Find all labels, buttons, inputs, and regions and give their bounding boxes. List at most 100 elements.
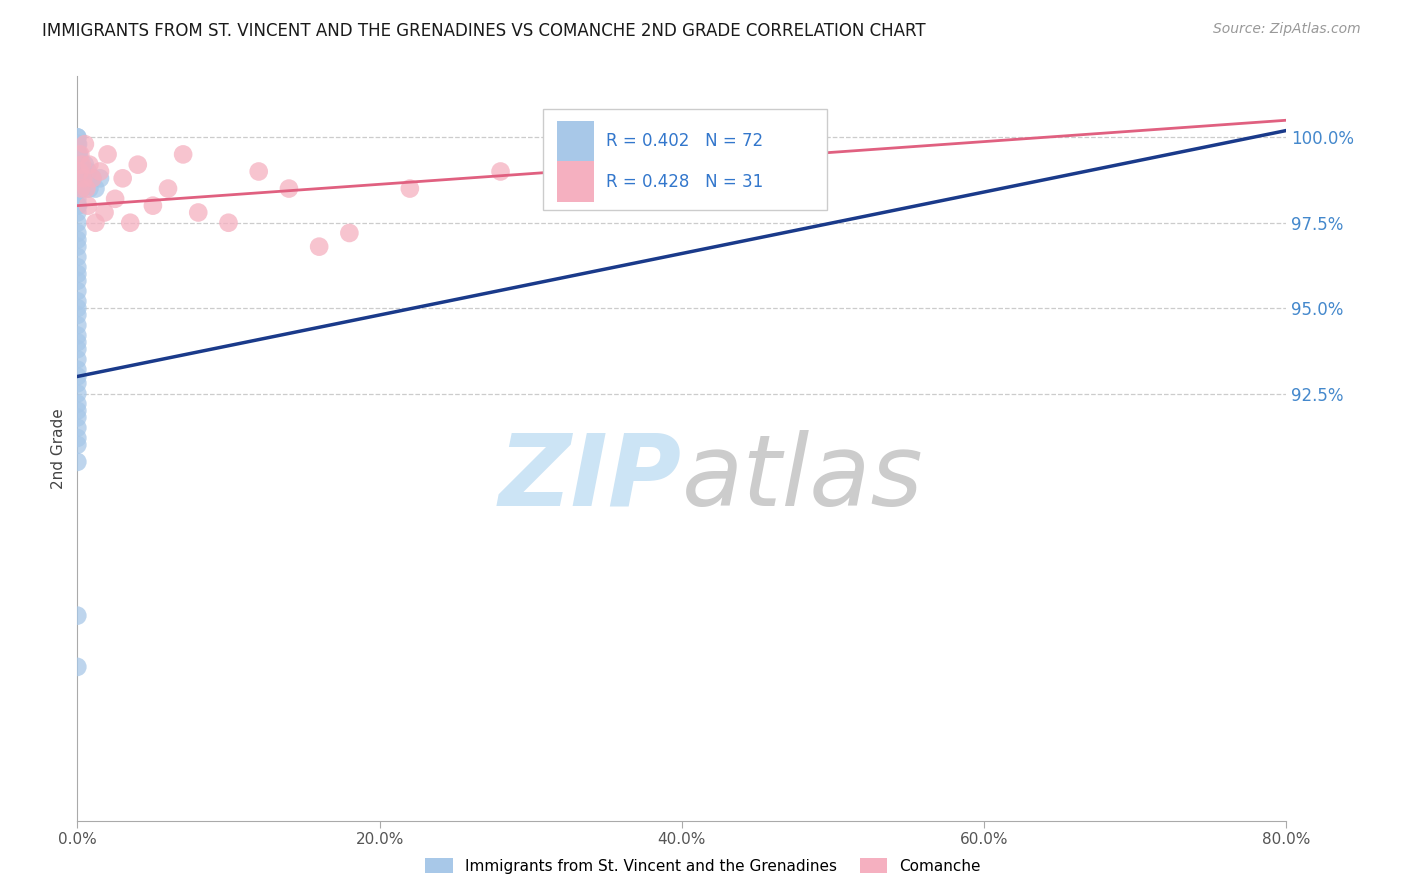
Point xyxy=(73,137,96,152)
Point xyxy=(67,147,90,161)
Point xyxy=(66,192,89,206)
Point xyxy=(66,267,89,281)
Point xyxy=(72,164,94,178)
Point xyxy=(67,158,90,172)
Point xyxy=(84,181,107,195)
Point xyxy=(66,216,89,230)
Point xyxy=(104,192,127,206)
Point xyxy=(111,171,134,186)
Point xyxy=(67,164,90,178)
Point xyxy=(595,158,617,172)
Point xyxy=(66,240,89,254)
Bar xyxy=(557,120,593,161)
Point xyxy=(66,328,89,343)
Point xyxy=(96,147,118,161)
Point xyxy=(67,171,90,186)
Point xyxy=(69,164,91,178)
Point xyxy=(66,362,89,376)
Point xyxy=(67,158,90,172)
Point xyxy=(67,181,90,195)
Point xyxy=(67,171,90,186)
Point xyxy=(66,438,89,452)
Point xyxy=(66,144,89,158)
Point xyxy=(66,164,89,178)
Point xyxy=(72,171,94,186)
Point xyxy=(89,171,111,186)
Point xyxy=(69,171,91,186)
Point xyxy=(70,181,93,195)
Point xyxy=(66,284,89,298)
Point xyxy=(66,403,89,417)
Point xyxy=(66,318,89,333)
Point xyxy=(127,158,149,172)
Point xyxy=(66,335,89,350)
Point xyxy=(66,274,89,288)
Point xyxy=(66,233,89,247)
Point xyxy=(66,386,89,401)
Point xyxy=(89,164,111,178)
Point xyxy=(66,130,89,145)
Point xyxy=(70,164,93,178)
Point xyxy=(339,226,360,240)
Text: ZIP: ZIP xyxy=(499,430,682,526)
Point xyxy=(67,164,90,178)
Text: IMMIGRANTS FROM ST. VINCENT AND THE GRENADINES VS COMANCHE 2ND GRADE CORRELATION: IMMIGRANTS FROM ST. VINCENT AND THE GREN… xyxy=(42,22,925,40)
Point xyxy=(66,308,89,322)
Point xyxy=(66,250,89,264)
Point xyxy=(69,158,91,172)
Point xyxy=(69,147,91,161)
Point xyxy=(66,171,89,186)
Point xyxy=(66,342,89,356)
Point xyxy=(77,164,100,178)
Point xyxy=(84,216,107,230)
Point xyxy=(66,260,89,274)
Point xyxy=(66,376,89,391)
Point xyxy=(69,164,91,178)
Point xyxy=(70,181,93,195)
Point xyxy=(66,608,89,623)
Point xyxy=(66,181,89,195)
Point xyxy=(67,147,90,161)
Point xyxy=(66,455,89,469)
Point xyxy=(278,181,301,195)
Point xyxy=(69,181,91,195)
Point xyxy=(66,294,89,309)
Point xyxy=(66,137,89,152)
Point xyxy=(247,164,270,178)
Point xyxy=(120,216,142,230)
Point xyxy=(66,369,89,384)
Point xyxy=(82,171,104,186)
Text: R = 0.402   N = 72: R = 0.402 N = 72 xyxy=(606,132,763,150)
Text: R = 0.428   N = 31: R = 0.428 N = 31 xyxy=(606,172,763,191)
Point xyxy=(66,199,89,213)
Point xyxy=(66,151,89,165)
Bar xyxy=(557,161,593,202)
Point xyxy=(157,181,180,195)
Point xyxy=(67,181,90,195)
Point xyxy=(66,352,89,367)
Point xyxy=(142,199,165,213)
Point xyxy=(671,130,693,145)
Point xyxy=(67,137,90,152)
Point xyxy=(79,181,101,195)
Point xyxy=(66,660,89,674)
Point xyxy=(67,158,90,172)
Text: Source: ZipAtlas.com: Source: ZipAtlas.com xyxy=(1213,22,1361,37)
Point xyxy=(72,171,94,186)
Point xyxy=(69,171,91,186)
Point xyxy=(67,199,90,213)
Point xyxy=(218,216,240,230)
Point xyxy=(66,130,89,145)
Point xyxy=(489,164,512,178)
Text: atlas: atlas xyxy=(682,430,924,526)
Point xyxy=(66,205,89,219)
Point xyxy=(79,158,101,172)
Point xyxy=(66,421,89,435)
Legend: Immigrants from St. Vincent and the Grenadines, Comanche: Immigrants from St. Vincent and the Gren… xyxy=(419,852,987,880)
Point xyxy=(66,431,89,445)
Point xyxy=(70,158,93,172)
Point xyxy=(308,240,330,254)
Point xyxy=(66,226,89,240)
Point xyxy=(73,158,96,172)
Point xyxy=(66,301,89,315)
